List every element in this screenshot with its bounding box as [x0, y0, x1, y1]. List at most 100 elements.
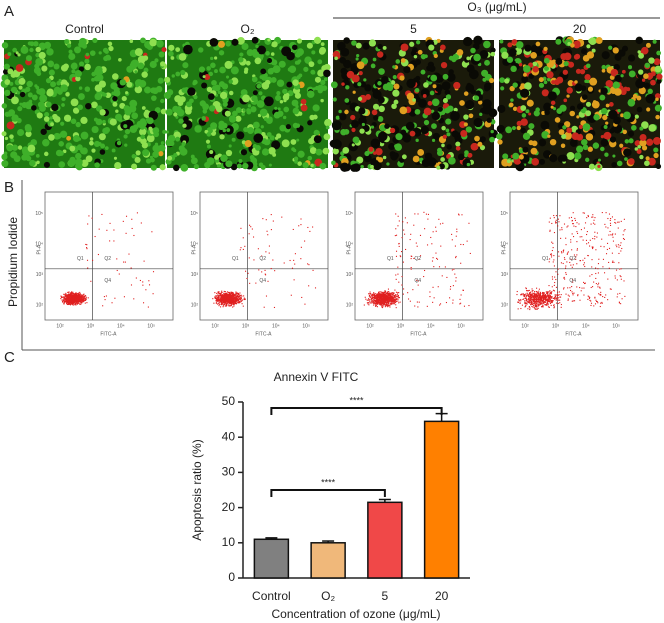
event-dot	[383, 298, 384, 299]
event-dot	[229, 305, 230, 306]
cell	[490, 130, 493, 133]
cell	[623, 130, 627, 134]
event-dot	[83, 297, 84, 298]
event-dot	[418, 285, 419, 286]
cell	[377, 116, 383, 122]
cell	[178, 118, 183, 123]
event-dot	[74, 304, 75, 305]
cell	[74, 46, 81, 53]
event-dot	[229, 305, 230, 306]
event-dot	[563, 251, 564, 252]
cell	[273, 65, 281, 73]
event-dot	[231, 301, 232, 302]
event-dot	[427, 306, 428, 307]
cell	[7, 122, 15, 130]
cell	[9, 134, 14, 139]
event-dot	[85, 295, 86, 296]
cell	[117, 141, 122, 146]
plot-x-label: FITC-A	[100, 331, 117, 337]
cell	[418, 50, 423, 55]
cell	[477, 142, 482, 147]
event-dot	[417, 213, 418, 214]
event-dot	[454, 274, 455, 275]
event-dot	[240, 299, 241, 300]
event-dot	[142, 285, 143, 286]
event-dot	[370, 292, 371, 293]
cell	[60, 122, 64, 126]
cell	[497, 125, 505, 133]
event-dot	[440, 223, 441, 224]
event-dot	[307, 263, 308, 264]
event-dot	[67, 298, 68, 299]
cell	[134, 70, 137, 73]
event-dot	[119, 273, 120, 274]
cell	[185, 108, 192, 115]
cell	[47, 61, 54, 68]
event-dot	[403, 294, 404, 295]
cell	[297, 161, 302, 166]
cell	[471, 89, 476, 94]
event-dot	[153, 293, 154, 294]
event-dot	[551, 302, 552, 303]
cell	[324, 119, 332, 127]
cell	[383, 156, 387, 160]
event-dot	[417, 306, 418, 307]
event-dot	[145, 289, 146, 290]
event-dot	[368, 304, 369, 305]
event-dot	[401, 276, 402, 277]
event-dot	[271, 229, 272, 230]
cell	[301, 99, 307, 105]
event-dot	[592, 238, 593, 239]
event-dot	[63, 294, 64, 295]
event-dot	[374, 297, 375, 298]
event-dot	[308, 264, 309, 265]
cell	[207, 87, 212, 92]
event-dot	[381, 306, 382, 307]
event-dot	[125, 262, 126, 263]
cell	[296, 139, 299, 142]
cell	[581, 48, 587, 54]
event-dot	[597, 268, 598, 269]
cell	[250, 155, 255, 160]
event-dot	[365, 297, 366, 298]
event-dot	[586, 234, 587, 235]
cell	[575, 54, 581, 60]
cell	[245, 140, 252, 147]
event-dot	[300, 218, 301, 219]
event-dot	[612, 233, 613, 234]
event-dot	[618, 253, 619, 254]
event-dot	[607, 299, 608, 300]
event-dot	[220, 299, 221, 300]
cell	[118, 58, 122, 62]
event-dot	[613, 241, 614, 242]
cell	[512, 82, 517, 87]
cell	[187, 87, 195, 95]
event-dot	[577, 294, 578, 295]
cell	[623, 148, 631, 156]
cell	[42, 139, 49, 146]
cell	[44, 152, 49, 157]
event-dot	[126, 233, 127, 234]
event-dot	[539, 289, 540, 290]
event-dot	[81, 294, 82, 295]
cell	[356, 57, 359, 60]
cell	[115, 109, 118, 112]
cell	[629, 138, 634, 143]
cell	[463, 114, 468, 119]
event-dot	[111, 302, 112, 303]
event-dot	[440, 246, 441, 247]
cell	[99, 71, 103, 75]
event-dot	[70, 297, 71, 298]
event-dot	[367, 302, 368, 303]
cell	[331, 161, 336, 166]
cell	[220, 92, 227, 99]
cell	[611, 162, 617, 168]
cell	[566, 127, 572, 133]
cell	[352, 143, 355, 146]
cell	[1, 160, 8, 167]
cell	[58, 161, 65, 168]
event-dot	[85, 244, 86, 245]
event-dot	[221, 293, 222, 294]
cell	[330, 140, 338, 148]
event-dot	[281, 217, 282, 218]
